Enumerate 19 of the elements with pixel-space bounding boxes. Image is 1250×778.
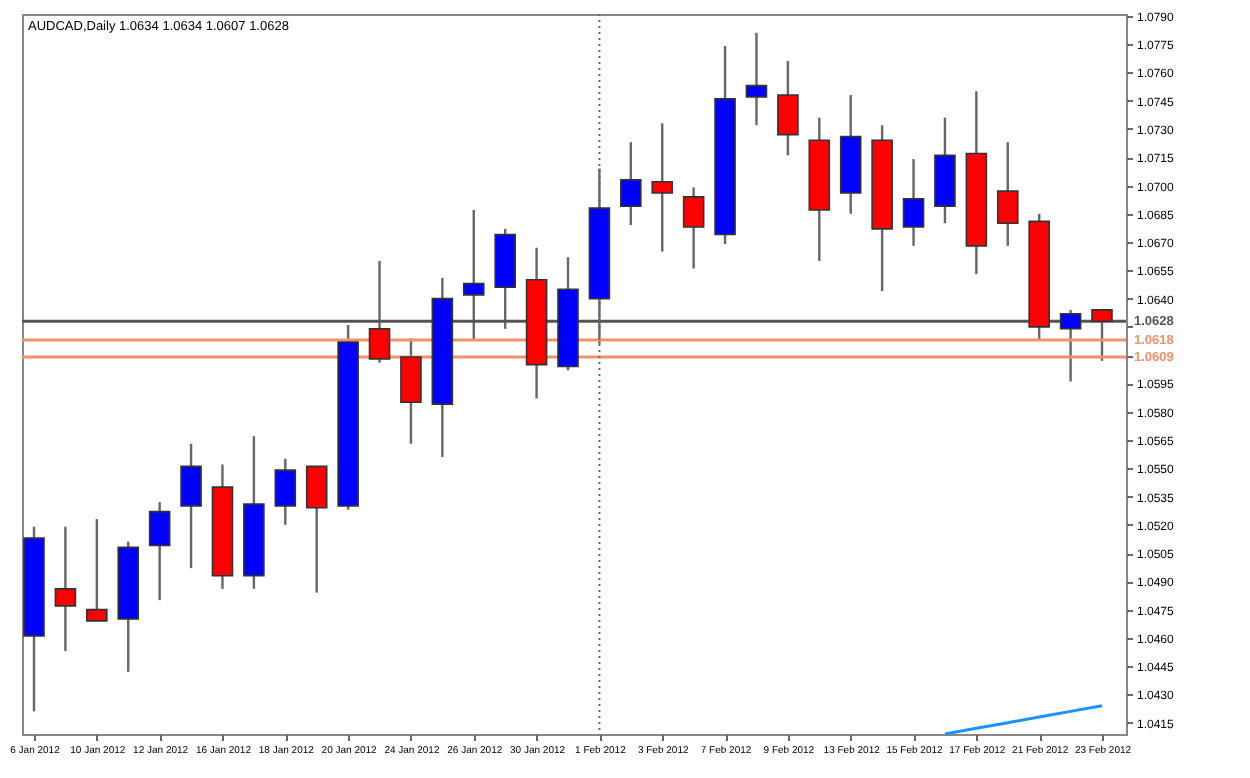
candlestick [305,465,328,594]
candlestick [1059,308,1082,383]
candlestick [274,457,297,526]
candlestick [400,336,422,445]
line-series [943,704,1104,736]
candlestick [368,259,391,364]
candlestick [462,208,485,342]
candlestick [777,59,799,157]
candlestick [1091,308,1113,363]
candlestick [902,157,925,248]
candlestick [745,31,768,127]
candlestick [996,140,1019,248]
candlestick [54,525,77,653]
candlestick [682,186,705,270]
candlestick [620,140,642,227]
candlestick [651,122,674,253]
candlestick [180,442,202,570]
candlestick [148,500,171,602]
candlestick [86,517,108,623]
